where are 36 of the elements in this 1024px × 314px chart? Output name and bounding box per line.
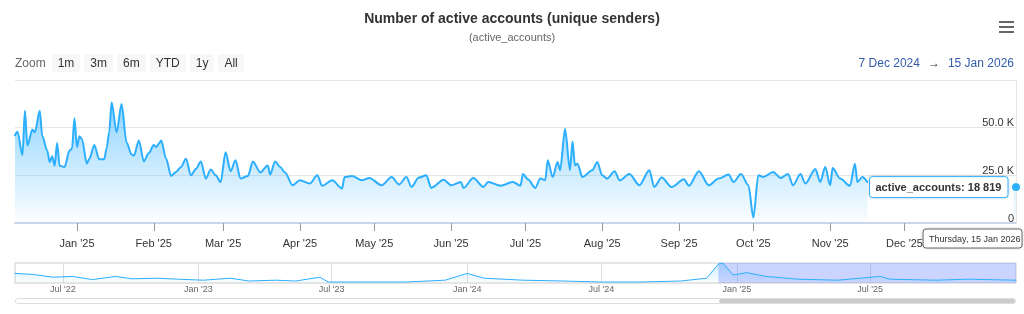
zoom-button: All: [218, 54, 244, 72]
x-tick-label: Jan '24: [452, 283, 482, 294]
x-tick-label: Mar '25: [204, 236, 242, 249]
y-tick-label: 50.0 K: [982, 116, 1015, 129]
x-tick-label: Sep '25: [660, 236, 698, 249]
x-tick-label: Jul '23: [318, 283, 345, 294]
y-tick-label: 25.0 K: [982, 163, 1015, 176]
x-tick-label: Jul '25: [509, 236, 542, 249]
x-tick-label: Nov '25: [811, 236, 849, 249]
chart-title: Number of active accounts (unique senders): [364, 10, 660, 26]
x-tick-label: Jun '25: [433, 236, 469, 249]
y-tick-label: 0: [1007, 211, 1014, 224]
x-tick-label: Feb '25: [135, 236, 172, 249]
x-tick-label: Jul '25: [857, 283, 884, 294]
text: →: [927, 56, 940, 70]
text: 15 Jan 2026: [947, 56, 1014, 70]
x-tick-label: Jul '22: [50, 283, 76, 294]
x-tick-label: Apr '25: [282, 236, 318, 249]
x-tick-label: Oct '25: [736, 236, 771, 249]
chart-subtitle: (active_accounts): [468, 30, 556, 43]
zoom-button: 6m: [117, 54, 146, 72]
zoom-button: 1y: [189, 54, 215, 72]
x-tick-label: Jul '24: [588, 283, 615, 294]
zoom-button: YTD: [149, 54, 186, 72]
text: 7 Dec 2024: [858, 56, 920, 70]
x-tick-label: May '25: [355, 236, 394, 249]
x-tick-label: Aug '25: [583, 236, 621, 249]
zoom-button: 1m: [51, 54, 81, 72]
x-tick-label: Jan '25: [59, 236, 95, 249]
x-tick-label: Jan '23: [184, 283, 213, 294]
text: Zoom: [15, 56, 46, 70]
x-tick-label: Dec '25: [886, 236, 923, 249]
text: Thursday, 15 Jan 2026: [929, 233, 1021, 244]
zoom-button: 3m: [84, 54, 114, 72]
annotation: active_accounts: 18 819: [875, 181, 1002, 194]
x-tick-label: Jan '25: [722, 283, 752, 294]
